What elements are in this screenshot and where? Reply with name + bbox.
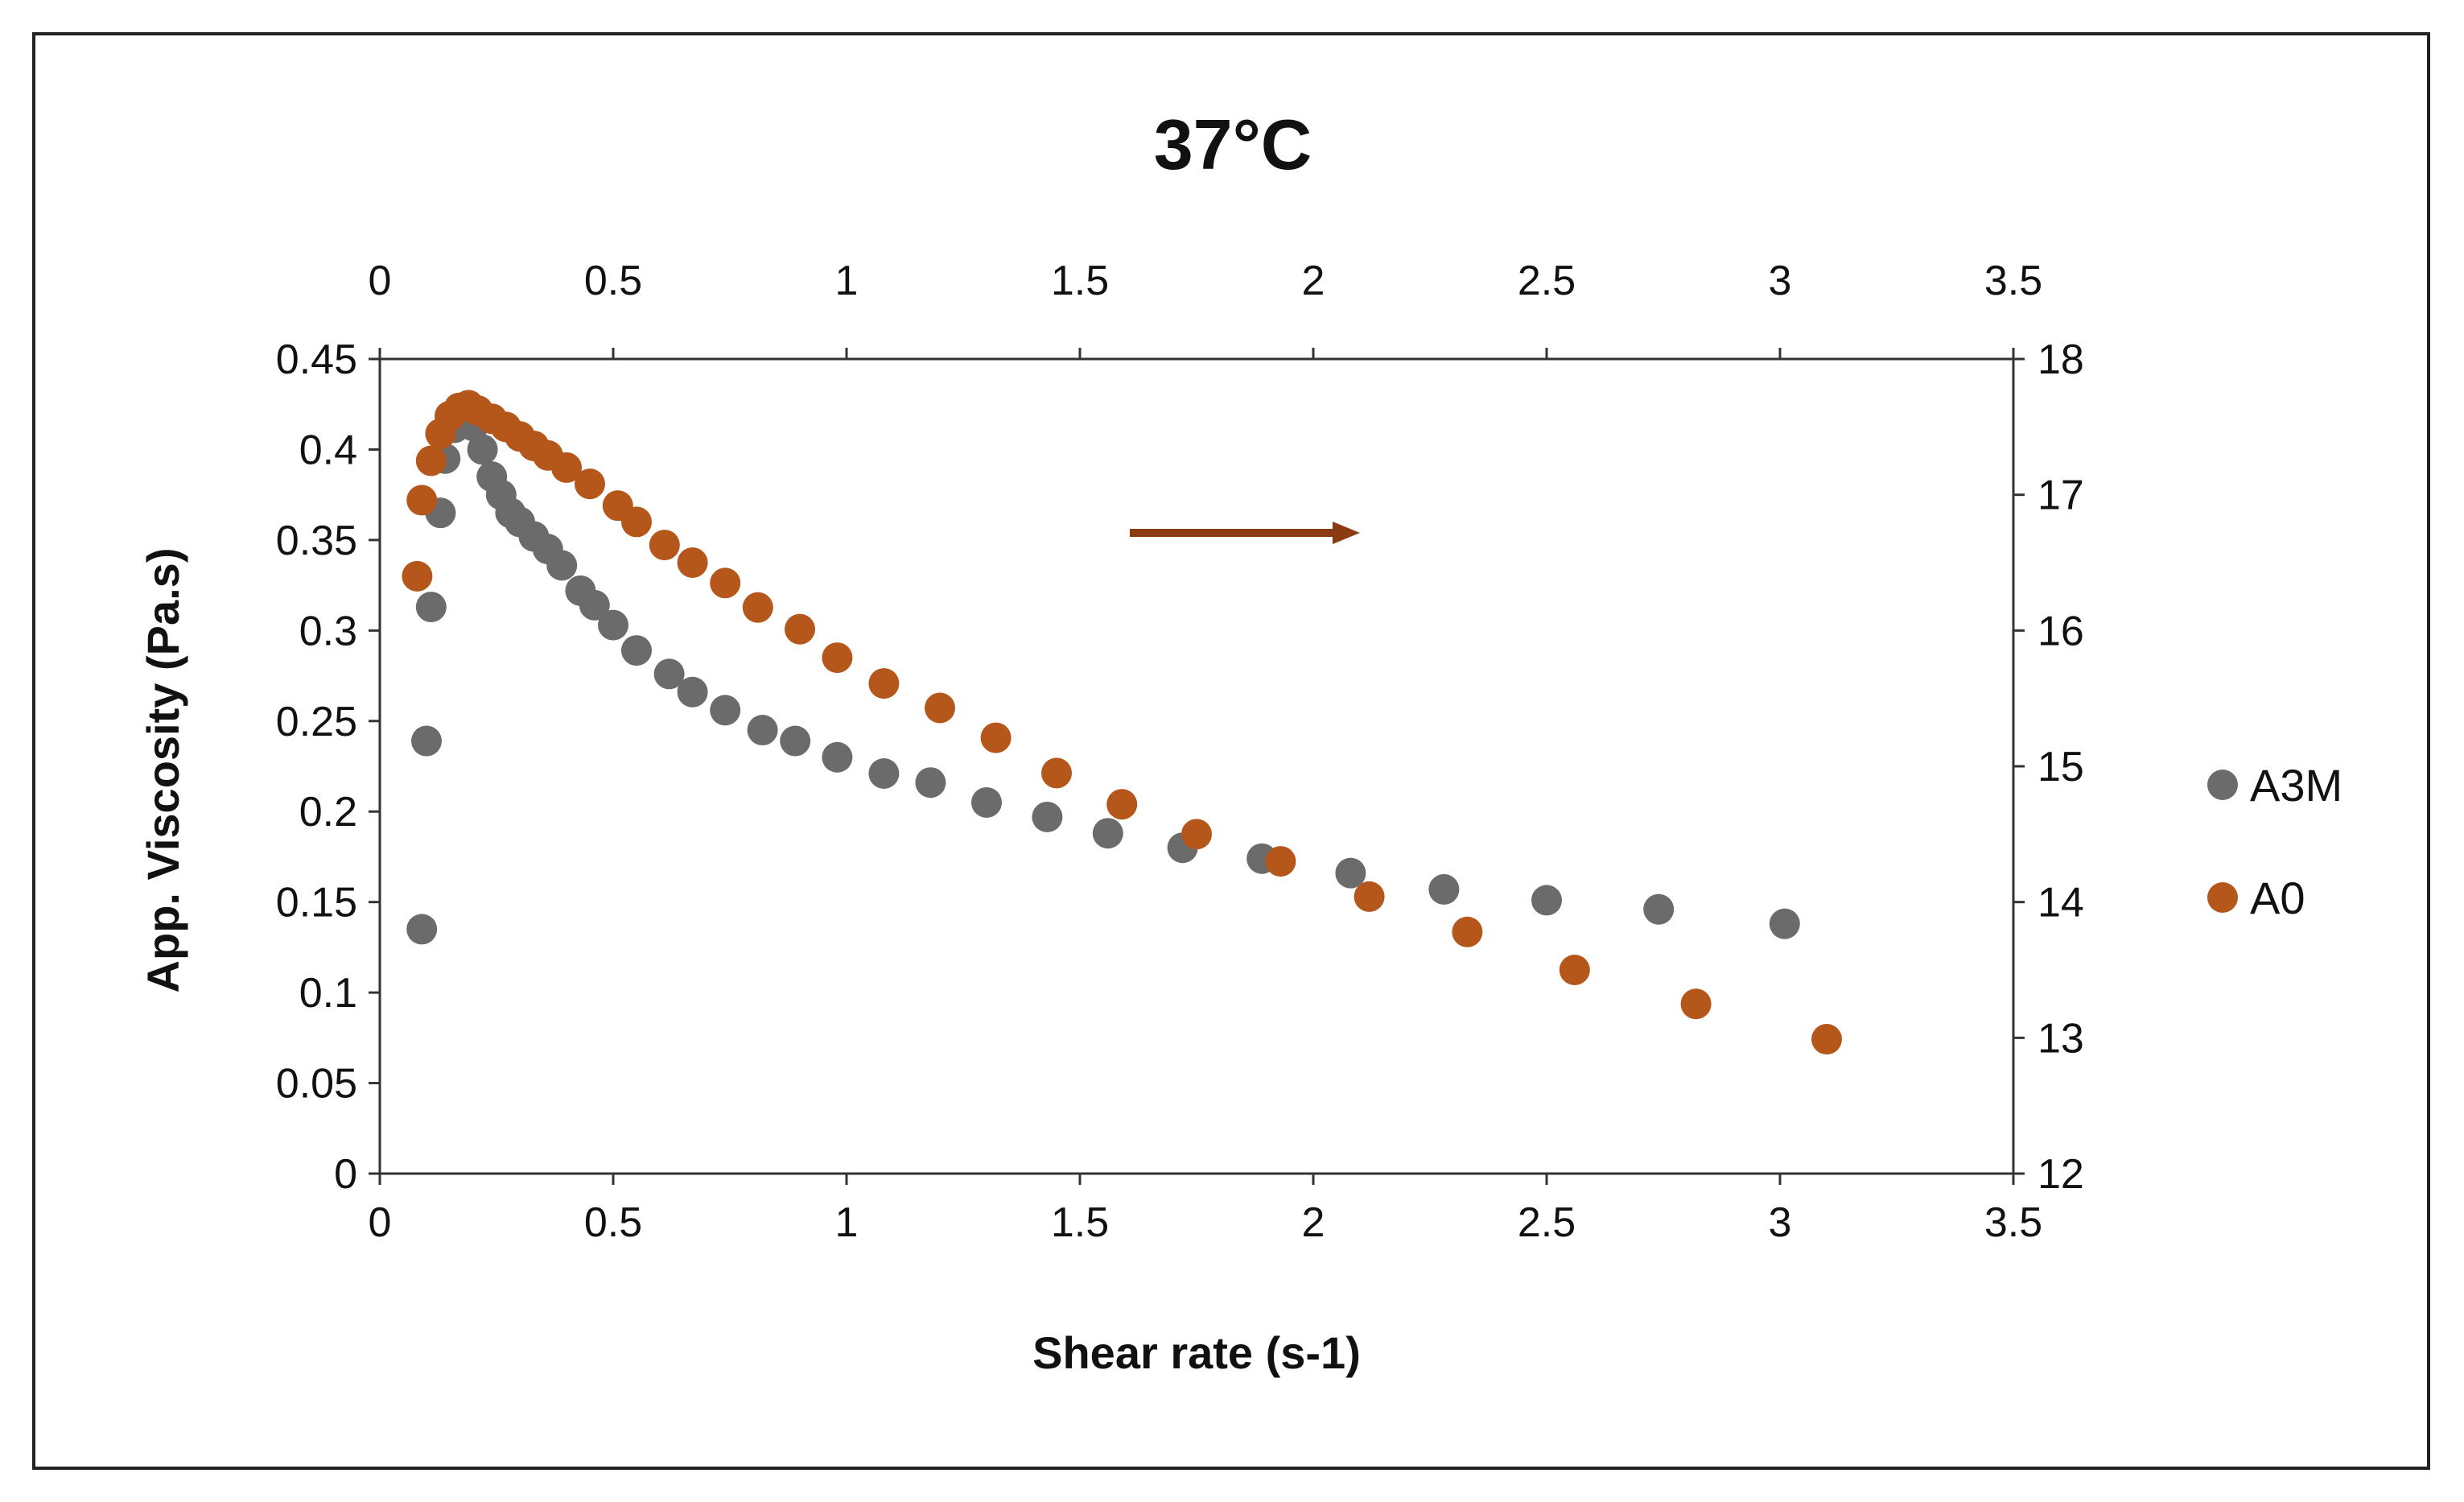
y-tick-label: 0.45 xyxy=(276,336,357,383)
y-tick-label: 0.05 xyxy=(276,1061,357,1108)
x-top-tick-label: 2.5 xyxy=(1518,258,1576,304)
data-point-a0 xyxy=(649,530,680,561)
data-point-a0 xyxy=(402,560,433,592)
data-point-a3m xyxy=(415,592,447,623)
data-point-a0 xyxy=(822,642,853,674)
x-axis-title: Shear rate (s-1) xyxy=(1032,1327,1361,1378)
legend-label-a0: A0 xyxy=(2250,873,2305,923)
legend-marker-a3m xyxy=(2207,770,2238,800)
data-point-a0 xyxy=(1811,1024,1842,1055)
x-top-tick-label: 3 xyxy=(1769,258,1792,304)
y-tick-label: 0.15 xyxy=(276,880,357,926)
data-point-a0 xyxy=(1181,819,1212,850)
series-a3m xyxy=(406,392,1800,945)
data-point-a0 xyxy=(1106,789,1138,820)
y-tick-label: 0.25 xyxy=(276,699,357,745)
data-point-a3m xyxy=(467,434,498,465)
data-point-a3m xyxy=(598,609,628,641)
data-point-a0 xyxy=(710,567,741,599)
data-point-a0 xyxy=(868,668,900,699)
data-point-a0 xyxy=(621,506,652,538)
y-tick-label: 0.2 xyxy=(299,789,357,836)
x-top-tick-label: 1.5 xyxy=(1051,258,1109,304)
y2-tick-label: 12 xyxy=(2038,1151,2084,1198)
data-point-a3m xyxy=(915,767,946,798)
legend-label-a3m: A3M xyxy=(2250,760,2342,811)
data-point-a0 xyxy=(980,722,1012,753)
data-point-a0 xyxy=(1265,846,1296,877)
data-point-a3m xyxy=(1643,893,1675,925)
data-point-a0 xyxy=(415,445,447,477)
x-tick-label: 1 xyxy=(835,1199,859,1246)
data-point-a3m xyxy=(579,589,610,621)
y-axis-title: App. Viscosity (Pa.s) xyxy=(138,548,188,993)
data-point-a3m xyxy=(1531,885,1562,916)
data-point-a3m xyxy=(1032,801,1063,832)
data-point-a3m xyxy=(710,695,741,726)
data-point-a3m xyxy=(546,550,578,581)
x-top-tick-label: 2 xyxy=(1302,258,1325,304)
x-tick-label: 0 xyxy=(369,1199,392,1246)
data-point-a0 xyxy=(406,485,438,516)
y2-tick-label: 14 xyxy=(2038,880,2084,926)
y-tick-label: 0.35 xyxy=(276,518,357,564)
data-point-a0 xyxy=(785,613,815,645)
y2-tick-label: 16 xyxy=(2038,608,2084,654)
data-point-a3m xyxy=(406,914,438,945)
direction-arrow xyxy=(1130,522,1360,544)
data-point-a3m xyxy=(677,676,708,708)
x-top-tick-label: 1 xyxy=(835,258,859,304)
y-tick-label: 0.3 xyxy=(299,608,357,654)
plot-area xyxy=(378,357,2015,1175)
legend-marker-a0 xyxy=(2207,882,2238,913)
data-point-a0 xyxy=(1354,881,1385,912)
y-tick-label: 0.1 xyxy=(299,970,357,1017)
data-point-a3m xyxy=(971,786,1002,818)
data-point-a0 xyxy=(1680,988,1712,1020)
data-point-a0 xyxy=(575,468,605,500)
data-point-a3m xyxy=(621,635,652,666)
data-point-a0 xyxy=(1041,757,1072,789)
data-point-a3m xyxy=(1335,857,1366,889)
x-top-tick-label: 3.5 xyxy=(1984,258,2042,304)
y2-tick-label: 15 xyxy=(2038,744,2084,790)
x-top-tick-label: 0.5 xyxy=(584,258,642,304)
series-a0 xyxy=(402,390,1842,1055)
data-point-a3m xyxy=(780,725,811,757)
legend: A3M A0 xyxy=(2207,760,2342,923)
x-tick-label: 3.5 xyxy=(1984,1199,2042,1246)
data-point-a0 xyxy=(1452,916,1483,947)
y-tick-label: 0 xyxy=(334,1151,357,1198)
x-top-tick-label: 0 xyxy=(369,258,392,304)
data-point-a0 xyxy=(677,547,708,578)
x-tick-label: 3 xyxy=(1769,1199,1792,1246)
data-point-a0 xyxy=(742,592,773,623)
data-point-a3m xyxy=(1092,818,1123,849)
x-tick-label: 0.5 xyxy=(584,1199,642,1246)
data-point-a3m xyxy=(653,658,685,690)
data-point-a3m xyxy=(822,741,853,773)
x-tick-label: 2.5 xyxy=(1518,1199,1576,1246)
x-tick-label: 2 xyxy=(1302,1199,1325,1246)
data-point-a0 xyxy=(551,452,582,483)
data-point-a3m xyxy=(1769,908,1800,939)
y-tick-label: 0.4 xyxy=(299,427,357,473)
x-tick-label: 1.5 xyxy=(1051,1199,1109,1246)
data-point-a3m xyxy=(1428,873,1460,905)
chart-title: 37°C xyxy=(1154,105,1312,184)
data-point-a3m xyxy=(411,725,442,757)
y2-tick-label: 13 xyxy=(2038,1015,2084,1062)
y2-tick-label: 18 xyxy=(2038,336,2084,383)
data-point-a0 xyxy=(1559,955,1590,985)
data-point-a3m xyxy=(747,715,778,746)
data-point-a0 xyxy=(925,692,955,724)
y2-tick-label: 17 xyxy=(2038,472,2084,519)
direction-arrow-head xyxy=(1333,522,1360,544)
data-point-a3m xyxy=(868,757,900,789)
